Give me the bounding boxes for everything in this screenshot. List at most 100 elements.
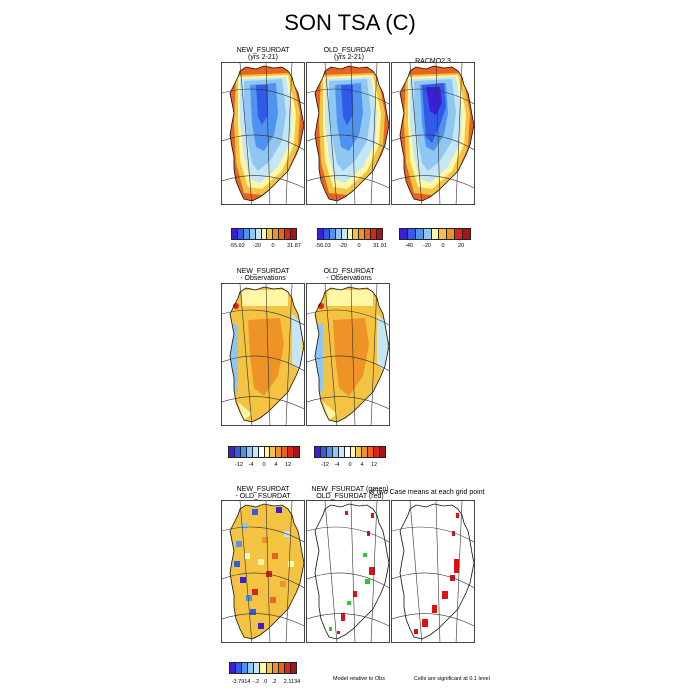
colorbar-label: 0 (357, 243, 361, 249)
map-panel-racmo (391, 62, 475, 205)
graticule-line (307, 572, 389, 589)
graticule-line (222, 134, 304, 151)
graticule-line (392, 526, 474, 543)
difference-cell (258, 559, 264, 565)
colorbar (399, 228, 471, 240)
colorbar-swatch (248, 663, 255, 673)
colorbar-label: -20 (253, 243, 261, 249)
colorbar-swatch (447, 229, 456, 239)
graticule-line (222, 572, 304, 589)
colorbar-label: -20 (339, 243, 347, 249)
colorbar-swatch (282, 447, 289, 457)
footnote-significance: Cells are significant at 0.1 level (414, 676, 490, 682)
colorbar-swatch (236, 663, 243, 673)
graticule-line (239, 501, 253, 642)
colorbar-swatch (455, 229, 464, 239)
significance-cell (422, 619, 428, 627)
map-panel-old-fsurdat (306, 62, 390, 205)
colorbar-label: 4 (274, 462, 278, 468)
greenland-map-significance (392, 501, 474, 642)
colorbar-label: -56.03 (315, 243, 331, 249)
colorbar-swatch (276, 447, 283, 457)
panel-subtitle: - OLD_FSURDAT (235, 493, 291, 500)
graticule-line (392, 613, 474, 627)
colorbar-swatch (243, 229, 250, 239)
field-band (292, 314, 302, 374)
footnote-model-relative: Model relative to Obs (333, 676, 385, 682)
colorbar-swatch (279, 229, 286, 239)
graticule (392, 63, 474, 204)
colorbar-label: 0 (271, 243, 275, 249)
colorbar-swatch (371, 229, 378, 239)
difference-cell (240, 577, 246, 583)
colorbar-swatch (326, 447, 333, 457)
colorbar-label: -55.92 (229, 243, 245, 249)
significance-cell (432, 605, 437, 613)
colorbar-swatch (377, 229, 382, 239)
difference-cell (252, 589, 258, 595)
graticule (222, 501, 304, 642)
graticule-line (285, 284, 293, 425)
panel-title: RACMO2.3 (388, 58, 478, 65)
colorbar-swatch (350, 447, 357, 457)
field-band (323, 402, 337, 420)
colorbar-swatch (285, 229, 292, 239)
colorbar-swatch (356, 447, 363, 457)
colorbar (317, 228, 383, 240)
colorbar-swatch (249, 229, 256, 239)
colorbar-swatch (400, 229, 408, 239)
colorbar-swatch (332, 447, 339, 457)
colorbar-label: 20 (457, 243, 465, 249)
difference-cell (246, 595, 252, 601)
colorbar-label: 31.91 (373, 243, 387, 249)
coastline (399, 65, 474, 202)
difference-cell (280, 581, 286, 587)
difference-cell (288, 561, 294, 567)
colorbar (229, 662, 297, 674)
graticule-line (222, 613, 304, 627)
panel-subtitle: - Observations (240, 275, 286, 282)
graticule-line (307, 175, 389, 189)
significance-cell (456, 513, 459, 518)
greenland-map-abs (307, 63, 389, 204)
colorbar-swatch (374, 447, 381, 457)
page-title: SON TSA (C) (284, 10, 416, 35)
colorbar-label: -20 (423, 243, 431, 249)
colorbar-swatch (329, 229, 336, 239)
colorbar-swatch (423, 229, 432, 239)
graticule-line (392, 88, 474, 105)
difference-cell (262, 537, 268, 543)
significance-cell (365, 579, 370, 584)
panel-subtitle: (yrs 2-21) (248, 54, 278, 61)
colorbar-swatch (407, 229, 416, 239)
significance-cell (454, 559, 459, 573)
map-panel-new-fsurdat (221, 62, 305, 205)
significance-cell (414, 629, 418, 634)
colorbar-label: 0 (348, 462, 352, 468)
graticule-line (307, 613, 389, 627)
colorbar-swatch (237, 229, 244, 239)
colorbar-swatch (344, 447, 351, 457)
panel-title: OLD_FSURDAT (323, 47, 375, 54)
graticule-line (222, 396, 304, 410)
colorbar-label: -4 (334, 462, 340, 468)
significance-cell (452, 531, 455, 536)
colorbar-label: -12 (235, 462, 243, 468)
greenland-map-significance (307, 501, 389, 642)
difference-cell (242, 523, 248, 529)
greenland-map-bias (307, 284, 389, 425)
graticule-line (370, 63, 378, 204)
graticule-line (324, 284, 338, 425)
coastline (314, 286, 389, 423)
field-band (327, 290, 373, 306)
map-panel-significance-1 (306, 500, 390, 643)
difference-cell (236, 541, 242, 547)
graticule (307, 501, 389, 642)
colorbar-swatch (294, 447, 300, 457)
map-panel-new-bias (221, 283, 305, 426)
significance-caption: of two Case means at each grid point (369, 489, 485, 496)
greenland-map-diff (222, 501, 304, 642)
graticule-line (285, 63, 293, 204)
colorbar-label: .0 (262, 679, 268, 685)
colorbar-label: -.2 (252, 679, 260, 685)
